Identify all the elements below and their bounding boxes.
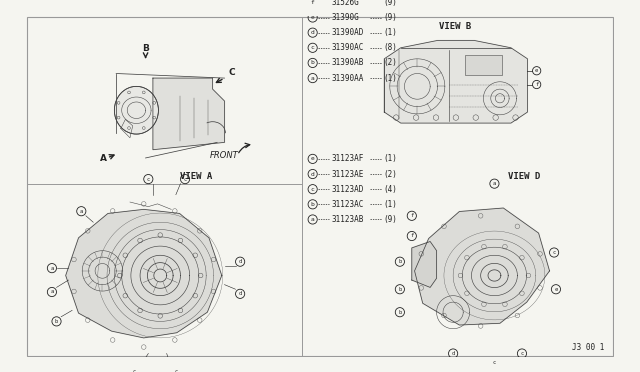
Text: (4): (4) xyxy=(383,185,397,194)
Text: c: c xyxy=(311,45,314,50)
Text: b: b xyxy=(398,310,401,315)
Ellipse shape xyxy=(115,86,159,134)
Polygon shape xyxy=(415,208,550,325)
Text: a: a xyxy=(311,76,314,81)
Text: a: a xyxy=(493,181,496,186)
Text: c: c xyxy=(311,187,314,192)
Text: VIEW B: VIEW B xyxy=(439,22,472,32)
Text: 31390G: 31390G xyxy=(331,13,359,22)
Text: 31123AF: 31123AF xyxy=(331,154,364,163)
Polygon shape xyxy=(412,241,436,288)
Text: (2): (2) xyxy=(383,58,397,67)
Text: b: b xyxy=(311,202,314,207)
Text: b: b xyxy=(398,259,401,264)
Text: 31123AB: 31123AB xyxy=(331,215,364,224)
Text: d: d xyxy=(311,171,314,177)
Text: d: d xyxy=(239,259,242,264)
Text: C: C xyxy=(228,68,235,77)
Text: (9): (9) xyxy=(383,13,397,22)
Text: (8): (8) xyxy=(383,43,397,52)
Text: VIEW D: VIEW D xyxy=(508,172,540,181)
Text: 31390AB: 31390AB xyxy=(331,58,364,67)
Text: 31526G: 31526G xyxy=(331,0,359,7)
Text: c: c xyxy=(147,177,150,182)
Text: (2): (2) xyxy=(383,170,397,179)
Text: (1): (1) xyxy=(383,154,397,163)
Text: e: e xyxy=(535,68,538,73)
Text: VIEW A: VIEW A xyxy=(180,172,212,181)
Text: c: c xyxy=(552,250,556,255)
Text: 31390AD: 31390AD xyxy=(331,28,364,37)
Text: 31123AC: 31123AC xyxy=(331,200,364,209)
Text: f: f xyxy=(311,0,314,5)
Text: e: e xyxy=(554,287,557,292)
Text: d: d xyxy=(239,291,242,296)
Text: d: d xyxy=(451,351,455,356)
Text: c: c xyxy=(174,369,177,372)
Text: 31123AE: 31123AE xyxy=(331,170,364,179)
Text: b: b xyxy=(55,319,58,324)
Text: J3 00 1: J3 00 1 xyxy=(572,343,605,352)
Text: 31390AC: 31390AC xyxy=(331,43,364,52)
Text: f: f xyxy=(410,234,413,238)
Text: 31123AD: 31123AD xyxy=(331,185,364,194)
Polygon shape xyxy=(66,209,222,338)
Text: (9): (9) xyxy=(383,215,397,224)
Text: f: f xyxy=(410,213,413,218)
Text: (1): (1) xyxy=(383,74,397,83)
Text: a: a xyxy=(80,209,83,214)
Text: f: f xyxy=(535,82,538,87)
Bar xyxy=(465,55,502,76)
Text: c: c xyxy=(133,369,136,372)
Text: c: c xyxy=(520,351,524,356)
Text: e: e xyxy=(311,156,314,161)
Text: b: b xyxy=(398,287,401,292)
Polygon shape xyxy=(384,41,527,123)
Text: (1): (1) xyxy=(383,200,397,209)
Text: a: a xyxy=(51,289,54,295)
Text: b: b xyxy=(311,60,314,65)
Text: a: a xyxy=(51,266,54,270)
Text: a: a xyxy=(311,217,314,222)
Text: 31390AA: 31390AA xyxy=(331,74,364,83)
Text: c: c xyxy=(184,177,187,182)
Text: FRONT: FRONT xyxy=(210,151,239,160)
Text: (9): (9) xyxy=(383,0,397,7)
Text: d: d xyxy=(311,30,314,35)
Text: (1): (1) xyxy=(383,28,397,37)
Text: B: B xyxy=(142,44,149,52)
Text: A: A xyxy=(100,154,107,163)
Polygon shape xyxy=(153,78,225,150)
Text: e: e xyxy=(311,15,314,20)
Text: c: c xyxy=(493,360,496,365)
